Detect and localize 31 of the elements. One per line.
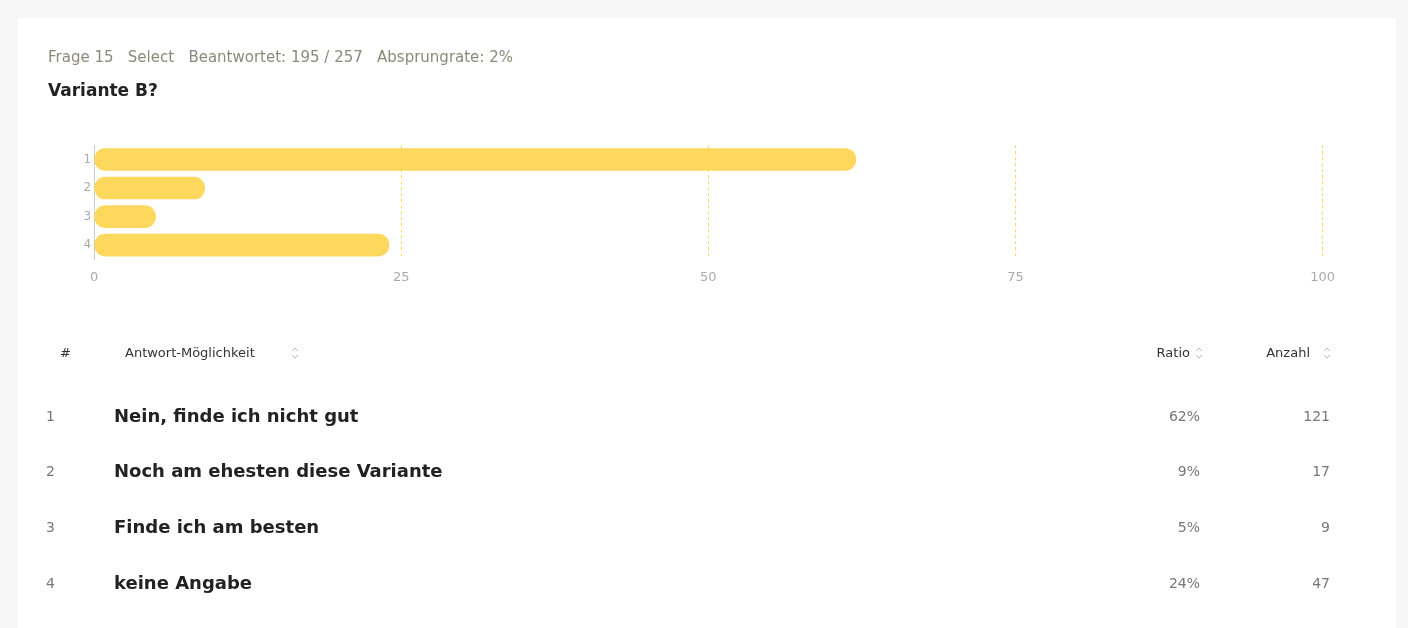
text: 9 (1321, 519, 1330, 535)
category-label: 4 (46, 575, 55, 591)
text: 9% (1177, 463, 1200, 479)
text: # (60, 345, 71, 360)
text: Noch am ehesten diese Variante (114, 460, 443, 481)
text: keine Angabe (114, 572, 253, 593)
category-label: 3 (46, 519, 55, 535)
text: Nein, finde ich nicht gut (114, 405, 359, 426)
text: Finde ich am besten (114, 516, 320, 537)
text: 17 (1312, 463, 1330, 479)
x-tick-label: 25 (392, 268, 410, 284)
category-label: 2 (46, 463, 55, 479)
text: Ratio (1156, 345, 1190, 360)
chart-title: Variante B? (48, 80, 158, 100)
text: 5% (1177, 519, 1200, 535)
x-tick-label: 50 (700, 268, 717, 284)
text: Antwort-Möglichkeit (125, 345, 255, 360)
text: Anzahl (1266, 345, 1310, 360)
y-tick-label: 4 (83, 237, 92, 252)
y-tick-label: 3 (83, 208, 92, 223)
x-tick-label: 100 (1310, 268, 1336, 284)
category-label: 1 (46, 408, 55, 424)
y-tick-label: 2 (83, 180, 92, 195)
chart-subtitle: Frage 15 Select Beantwortet: 195 / 257 Absprungrate: 2% (48, 48, 513, 66)
text: 121 (1303, 408, 1330, 424)
text: 62% (1168, 408, 1200, 424)
x-tick-label: 0 (89, 268, 99, 284)
text: 47 (1312, 575, 1330, 591)
x-tick-label: 75 (1007, 268, 1024, 284)
text: 24% (1168, 575, 1200, 591)
y-tick-label: 1 (83, 151, 92, 166)
